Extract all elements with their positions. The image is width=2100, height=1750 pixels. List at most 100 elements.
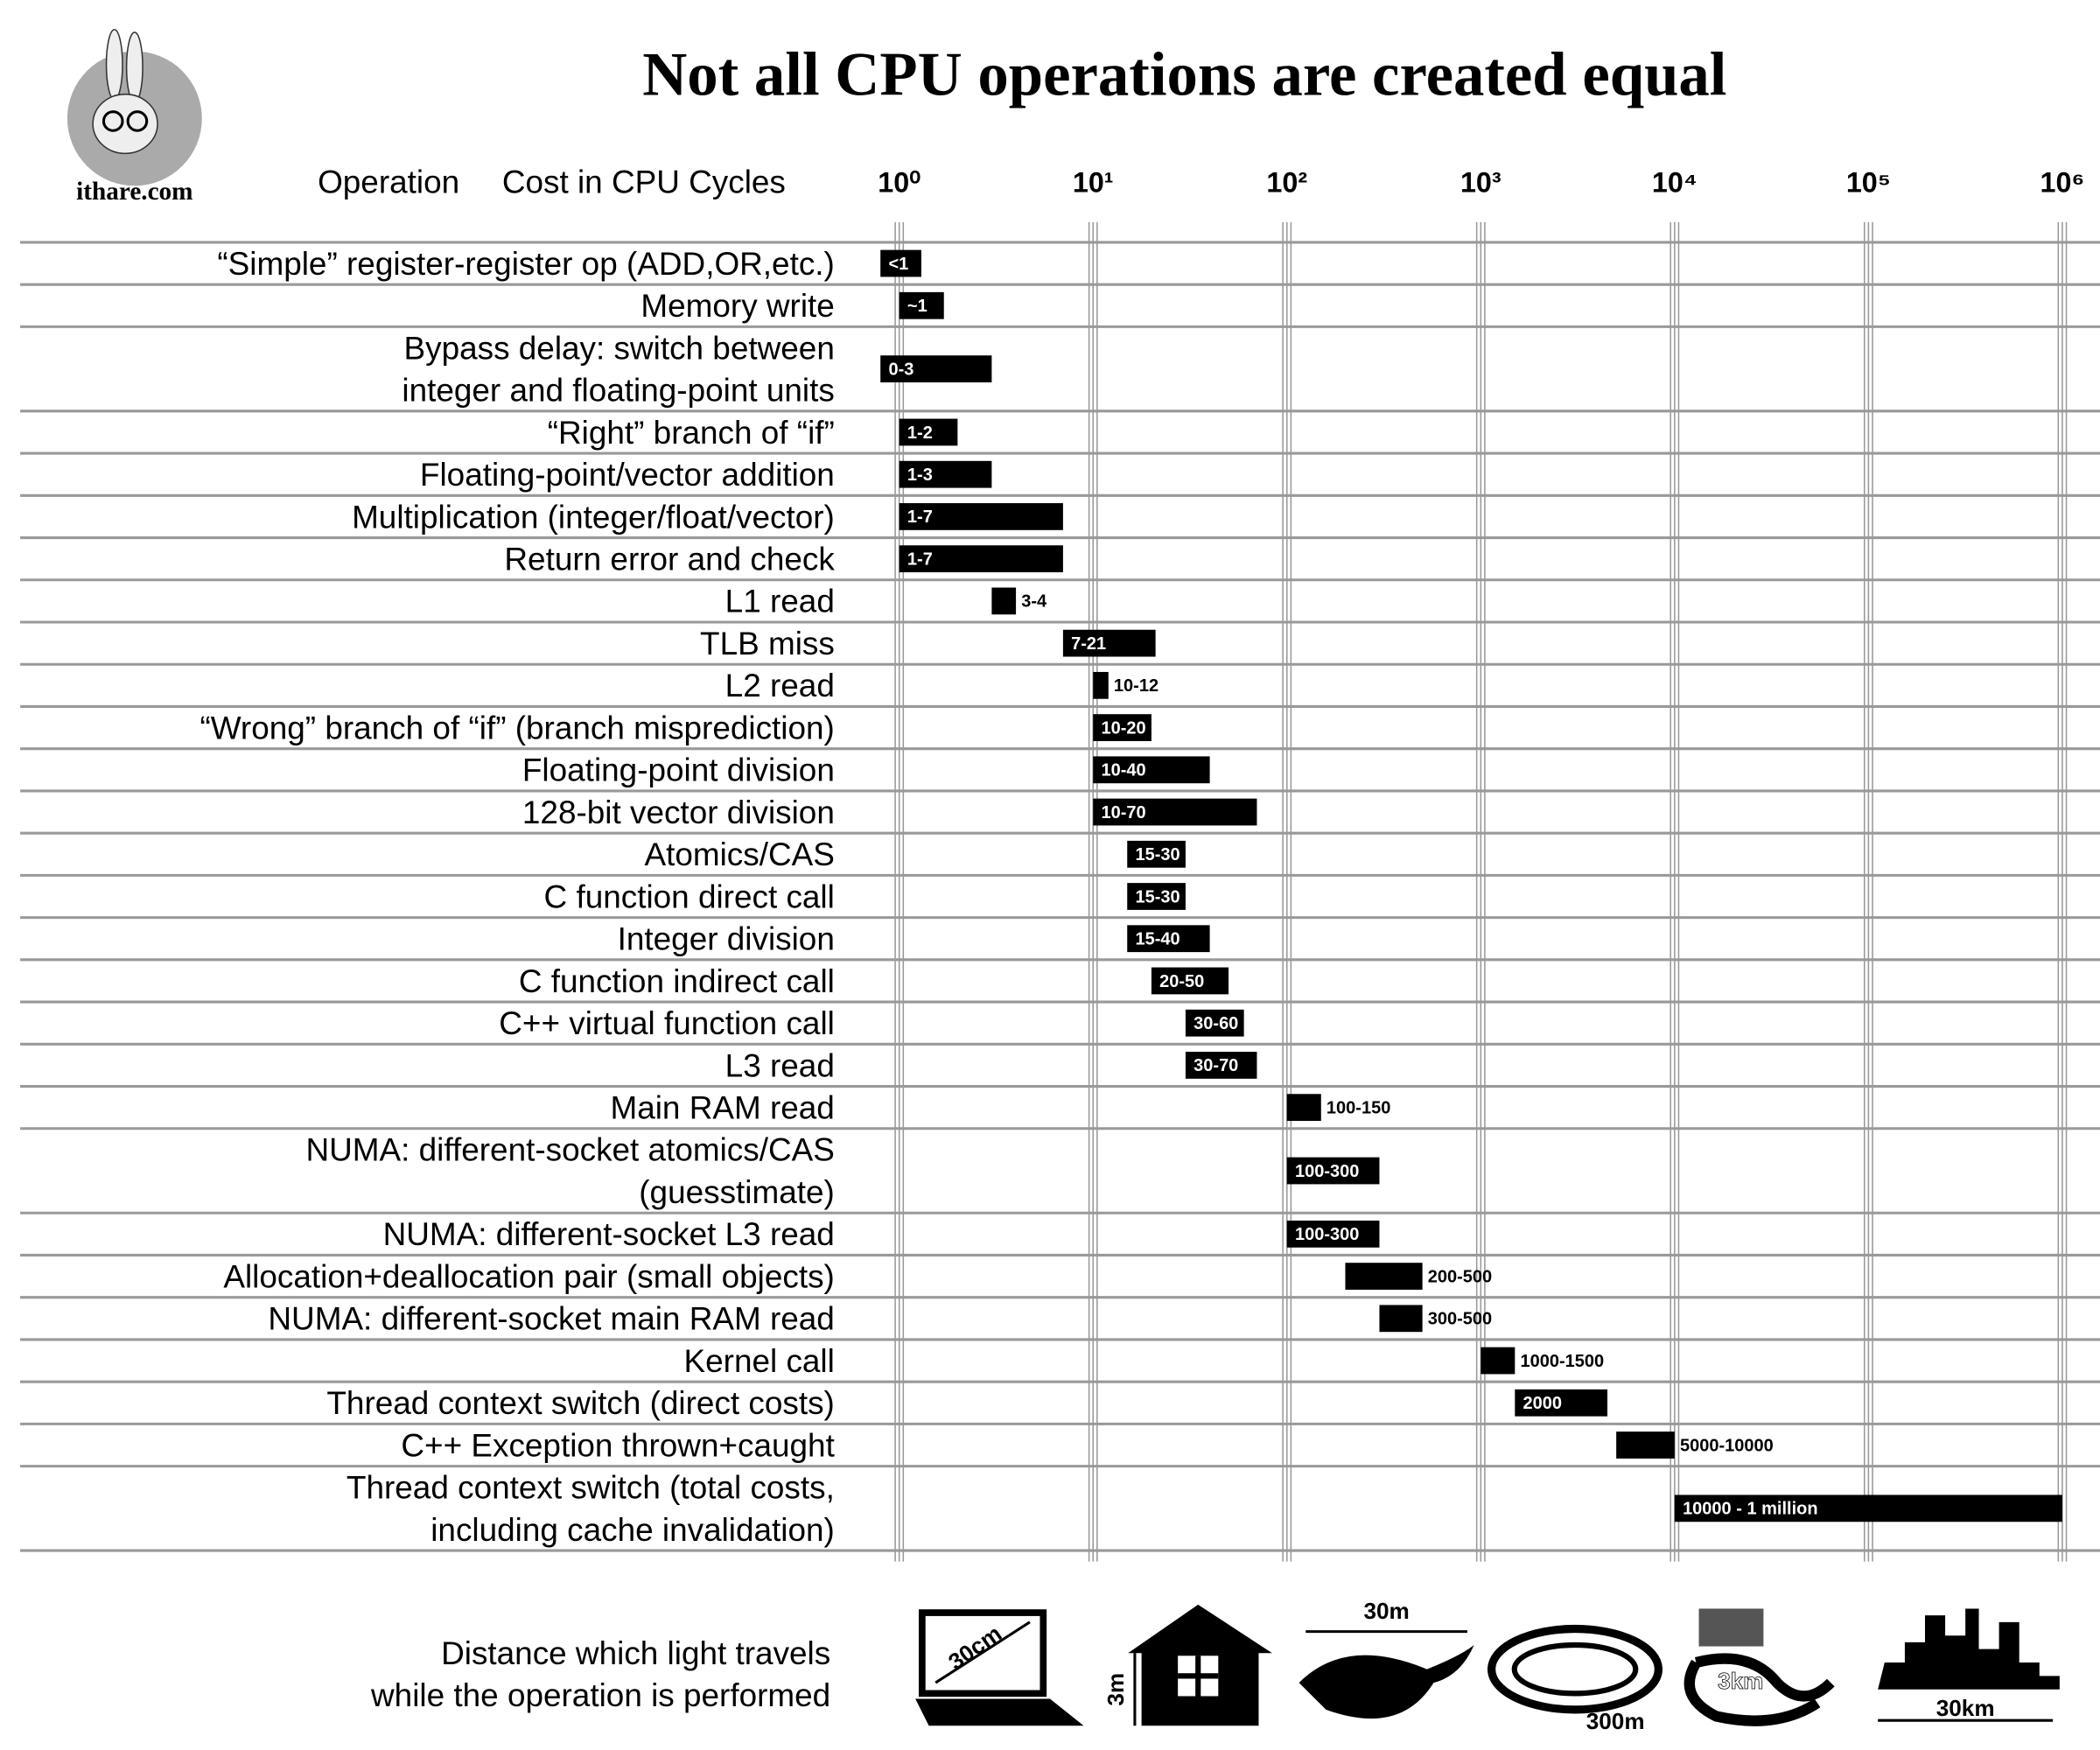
bar xyxy=(880,355,992,382)
row-label: integer and floating-point units xyxy=(402,373,834,409)
distance-label: 3km xyxy=(1718,1668,1763,1694)
row-label: “Simple” register-register op (ADD,OR,et… xyxy=(217,246,834,282)
value-label: 1-2 xyxy=(907,424,933,443)
row-label: including cache invalidation) xyxy=(430,1512,835,1548)
bar xyxy=(899,460,992,488)
distance-label: 300m xyxy=(1586,1708,1645,1734)
x-tick-label: 10⁰ xyxy=(878,166,920,198)
distance-label: 30cm xyxy=(943,1620,1006,1675)
row-label: C function indirect call xyxy=(519,963,835,999)
value-label: 1-3 xyxy=(907,466,933,485)
row-label: Return error and check xyxy=(504,541,835,577)
distance-label: 30km xyxy=(1936,1695,1995,1721)
value-label: 7-21 xyxy=(1071,634,1106,654)
caption: while the operation is performed xyxy=(370,1677,830,1713)
bar xyxy=(1185,1009,1244,1037)
row-label: Integer division xyxy=(618,921,835,957)
row-label: “Wrong” branch of “if” (branch mispredic… xyxy=(200,710,834,746)
value-label: 10-70 xyxy=(1101,803,1145,822)
row-label: Thread context switch (direct costs) xyxy=(326,1385,834,1421)
x-tick-label: 10¹ xyxy=(1073,166,1114,198)
value-label: 10-40 xyxy=(1101,761,1145,780)
bar xyxy=(991,587,1017,615)
value-label: 200-500 xyxy=(1428,1267,1492,1286)
row-label: Multiplication (integer/float/vector) xyxy=(352,499,835,535)
logo-text: ithare.com xyxy=(76,178,192,206)
value-label: 5000-10000 xyxy=(1680,1436,1774,1455)
row-label: L3 read xyxy=(725,1047,835,1083)
value-label: 10-20 xyxy=(1101,718,1145,738)
x-tick-label: 10⁶ xyxy=(2040,166,2085,198)
row-label: L1 read xyxy=(725,584,835,620)
value-label: ~1 xyxy=(907,297,928,316)
distance-label: 30m xyxy=(1363,1598,1409,1624)
x-axis-label: Cost in CPU Cycles xyxy=(502,164,786,200)
bar xyxy=(899,503,1063,530)
row-label: Memory write xyxy=(640,288,834,324)
bar xyxy=(1127,840,1186,868)
bar xyxy=(1151,967,1229,995)
row-label: L2 read xyxy=(725,668,835,704)
light-icons xyxy=(915,1604,2060,1726)
value-label: 100-300 xyxy=(1295,1162,1359,1181)
bar xyxy=(1127,883,1186,910)
bar xyxy=(880,249,921,277)
value-label: 15-40 xyxy=(1135,930,1180,949)
bar xyxy=(1127,925,1210,953)
value-label: 1-7 xyxy=(907,508,933,527)
y-axis-label: Operation xyxy=(318,164,459,200)
row-label: Floating-point division xyxy=(522,752,835,788)
bar xyxy=(1379,1305,1423,1333)
bar xyxy=(899,291,944,319)
value-label: 30-60 xyxy=(1194,1014,1238,1033)
row-label: C function direct call xyxy=(544,878,835,914)
value-label: 1-7 xyxy=(907,550,933,569)
bar xyxy=(1286,1094,1321,1122)
row-label: Floating-point/vector addition xyxy=(420,457,835,493)
row-label: C++ Exception thrown+caught xyxy=(401,1427,834,1463)
bar xyxy=(1286,1157,1380,1185)
bar xyxy=(1093,671,1109,699)
row-label: (guesstimate) xyxy=(639,1174,835,1210)
value-label: 0-3 xyxy=(888,360,914,379)
value-label: 3-4 xyxy=(1021,592,1047,612)
row-label: C++ virtual function call xyxy=(499,1005,835,1041)
row-label: “Right” branch of “if” xyxy=(548,415,835,451)
x-tick-label: 10⁴ xyxy=(1652,166,1698,198)
value-label: 10-12 xyxy=(1114,676,1158,696)
value-label: 1000-1500 xyxy=(1520,1352,1604,1371)
x-tick-label: 10³ xyxy=(1460,166,1502,198)
caption: Distance which light travels xyxy=(441,1635,830,1671)
bar xyxy=(1286,1220,1380,1248)
bar xyxy=(899,545,1063,573)
bar xyxy=(1093,714,1152,741)
x-tick-label: 10⁵ xyxy=(1846,166,1891,198)
x-tick-label: 10² xyxy=(1266,166,1307,198)
value-label: 15-30 xyxy=(1135,845,1180,864)
value-label: 100-300 xyxy=(1295,1225,1359,1244)
bar xyxy=(1093,798,1257,826)
bar xyxy=(1345,1263,1423,1290)
row-label: NUMA: different-socket main RAM read xyxy=(268,1301,834,1337)
bar xyxy=(899,418,958,446)
bar xyxy=(1062,629,1156,657)
row-label: Kernel call xyxy=(684,1343,835,1379)
bar xyxy=(1480,1347,1516,1375)
value-label: 2000 xyxy=(1523,1394,1563,1413)
value-label: 100-150 xyxy=(1326,1098,1390,1117)
row-label: Atomics/CAS xyxy=(644,836,834,872)
row-label: Main RAM read xyxy=(610,1089,834,1125)
value-label: 10000 - 1 million xyxy=(1683,1500,1818,1519)
bar xyxy=(1616,1432,1675,1459)
value-label: 30-70 xyxy=(1194,1056,1238,1075)
value-label: <1 xyxy=(888,255,908,274)
value-label: 300-500 xyxy=(1428,1310,1492,1329)
bar xyxy=(1515,1389,1608,1417)
row-label: NUMA: different-socket atomics/CAS xyxy=(305,1132,834,1168)
row-label: 128-bit vector division xyxy=(522,794,835,830)
row-label: TLB miss xyxy=(700,626,835,662)
bar xyxy=(1093,756,1210,784)
value-label: 15-30 xyxy=(1135,887,1180,906)
chart-title: Not all CPU operations are created equal xyxy=(642,41,1726,109)
